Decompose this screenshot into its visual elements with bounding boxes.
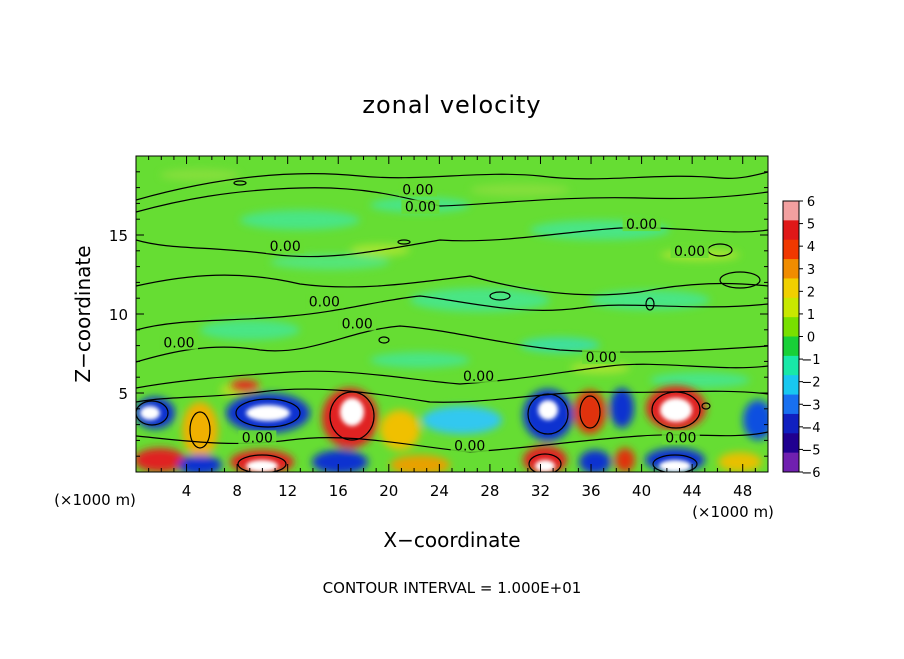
y-axis-label: Z−coordinate — [71, 245, 95, 382]
y-axis: 5 10 15 — [109, 171, 768, 457]
colorbar-tick-label: 1 — [807, 308, 815, 323]
contour-label-bg — [450, 438, 489, 453]
contour-label-bg — [266, 239, 305, 254]
colorbar-tick-label: 2 — [807, 285, 815, 300]
x-unit-left: (×1000 m) — [54, 491, 136, 509]
colorbar-swatch — [783, 239, 799, 260]
contour-label-bg — [670, 243, 709, 258]
y-tick-label: 10 — [109, 306, 128, 324]
contour-label: 0.00 — [626, 217, 657, 233]
x-axis-label: X−coordinate — [383, 528, 520, 552]
contour-label: 0.00 — [163, 336, 194, 352]
contour-label: 0.00 — [270, 239, 301, 255]
colorbar-swatch — [783, 220, 799, 241]
x-tick-label: 44 — [683, 482, 702, 500]
colorbar-swatch — [783, 433, 799, 454]
colorbar-swatch — [783, 278, 799, 299]
x-tick-label: 36 — [581, 482, 600, 500]
contour-label-bg — [305, 294, 344, 309]
contour-label: 0.00 — [342, 317, 373, 333]
x-axis: 4 8 12 16 20 24 28 32 36 40 44 48 — [148, 156, 756, 500]
chart-title: zonal velocity — [362, 91, 541, 119]
contour-label-bg — [661, 430, 700, 445]
colorbar-tick-label: −3 — [801, 398, 820, 413]
colorbar-tick-label: 4 — [807, 240, 815, 255]
colorbar-swatch — [783, 336, 799, 357]
contour-label: 0.00 — [454, 438, 485, 454]
contour-label: 0.00 — [674, 244, 705, 260]
colorbar-swatch — [783, 201, 799, 221]
colorbar-swatch — [783, 355, 799, 376]
x-tick-label: 48 — [733, 482, 752, 500]
contour-label-bg — [398, 182, 437, 197]
contour-labels: 0.000.000.000.000.000.000.000.000.000.00… — [159, 182, 709, 454]
contour-label: 0.00 — [402, 182, 433, 198]
colorbar-swatch — [783, 259, 799, 279]
colorbar-tick-label: −1 — [801, 353, 820, 368]
y-tick-label: 5 — [118, 385, 128, 403]
x-tick-label: 20 — [379, 482, 398, 500]
x-tick-label: 12 — [278, 482, 297, 500]
colorbar-tick-label: −2 — [801, 376, 820, 391]
contour-label-bg — [238, 430, 277, 445]
contour-label-bg — [338, 316, 377, 331]
colorbar-tick-label: 3 — [807, 263, 815, 278]
x-tick-label: 24 — [430, 482, 449, 500]
x-tick-label: 4 — [182, 482, 192, 500]
colorbar-tick-label: 0 — [807, 331, 815, 346]
contour-interval-footer: CONTOUR INTERVAL = 1.000E+01 — [323, 579, 582, 597]
contour-label: 0.00 — [309, 295, 340, 311]
x-unit-right: (×1000 m) — [692, 503, 774, 521]
colorbar-swatch — [783, 297, 799, 318]
contour-label-bg — [159, 335, 198, 350]
heatmap-field: 0.000.000.000.000.000.000.000.000.000.00… — [136, 156, 768, 472]
contour-label-bg — [622, 217, 661, 232]
contour-label: 0.00 — [405, 200, 436, 216]
colorbar-tick-label: −4 — [801, 421, 820, 436]
colorbar-tick-label: −6 — [801, 466, 820, 481]
x-tick-label: 32 — [531, 482, 550, 500]
contour-label: 0.00 — [463, 369, 494, 385]
y-tick-label: 15 — [109, 227, 128, 245]
contour-label: 0.00 — [586, 350, 617, 366]
colorbar-tick-label: 6 — [807, 195, 815, 210]
colorbar-tick-label: 5 — [807, 218, 815, 233]
contour-label: 0.00 — [665, 430, 696, 446]
contour-label: 0.00 — [242, 430, 273, 446]
colorbar-swatch — [783, 317, 799, 337]
colorbar: 6 5 4 3 2 1 0 −1 −2 −3 −4 −5 −6 — [782, 195, 821, 481]
x-tick-label: 40 — [632, 482, 651, 500]
colorbar-swatch — [783, 452, 799, 473]
contour-label-bg — [459, 368, 498, 383]
x-tick-label: 8 — [232, 482, 242, 500]
colorbar-swatch — [783, 375, 799, 396]
x-tick-label: 28 — [480, 482, 499, 500]
contour-label-bg — [582, 349, 621, 364]
contour-label-bg — [401, 199, 440, 214]
colorbar-swatch — [783, 413, 799, 434]
colorbar-swatch — [783, 394, 799, 415]
x-tick-label: 16 — [329, 482, 348, 500]
colorbar-tick-label: −5 — [801, 443, 820, 458]
